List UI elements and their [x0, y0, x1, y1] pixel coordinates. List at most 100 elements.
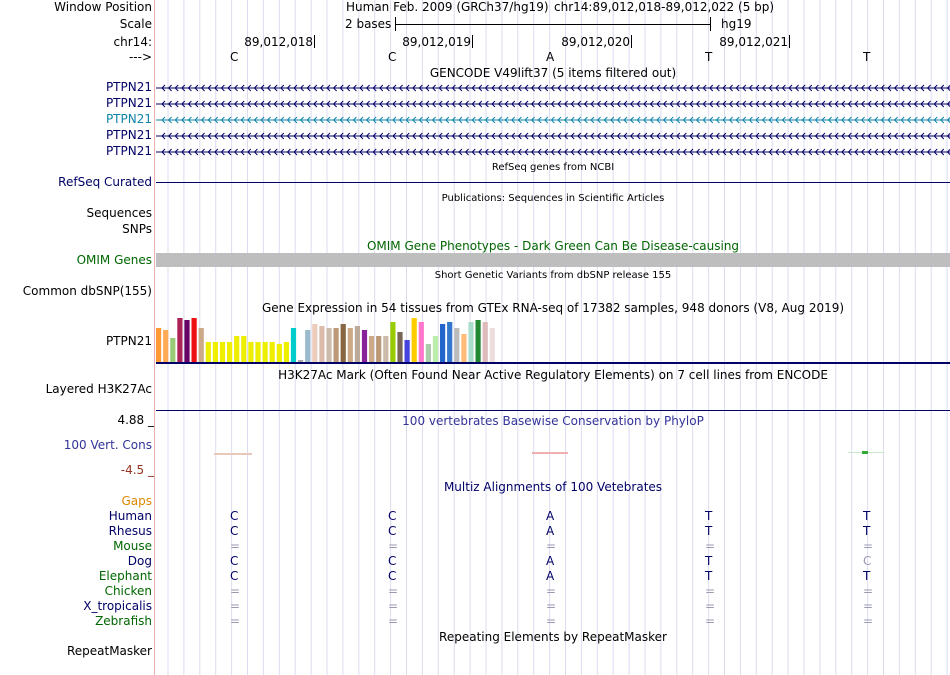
- gencode-transcript-label[interactable]: PTPN21: [105, 112, 152, 126]
- gencode-transcript-line[interactable]: [156, 82, 950, 94]
- conservation-track-label[interactable]: 100 Vert. Cons: [63, 438, 152, 452]
- multiz-species-label[interactable]: Chicken: [104, 584, 152, 598]
- gtex-tissue-bar[interactable]: [461, 334, 467, 364]
- gtex-tissue-bar[interactable]: [205, 342, 211, 364]
- repeatmasker-track-title[interactable]: Repeating Elements by RepeatMasker: [439, 630, 667, 644]
- multiz-species-label[interactable]: Rhesus: [108, 524, 152, 538]
- refseq-gene-line[interactable]: [156, 182, 950, 183]
- gtex-tissue-bar[interactable]: [432, 336, 439, 364]
- gtex-tissue-bar[interactable]: [468, 322, 474, 364]
- gtex-tissue-bar[interactable]: [361, 330, 368, 364]
- gtex-tissue-bar[interactable]: [262, 342, 268, 364]
- gtex-tissue-bar[interactable]: [333, 328, 339, 364]
- conservation-min-label: -4.5 _: [120, 463, 154, 477]
- gtex-tissue-bar[interactable]: [418, 322, 424, 364]
- gtex-gene-line: [156, 362, 950, 364]
- reference-base: T: [863, 50, 871, 64]
- gtex-tissue-bar[interactable]: [326, 328, 332, 364]
- h3k27ac-track-label[interactable]: Layered H3K27Ac: [45, 382, 152, 396]
- gtex-tissue-bar[interactable]: [212, 342, 218, 364]
- gtex-tissue-bar[interactable]: [347, 328, 353, 364]
- dbsnp-track-title[interactable]: Short Genetic Variants from dbSNP releas…: [434, 270, 672, 281]
- ruler-position: 89,012,020: [561, 35, 630, 49]
- gtex-tissue-bar[interactable]: [283, 342, 289, 364]
- gtex-tissue-bar[interactable]: [248, 342, 254, 364]
- gtex-tissue-bar[interactable]: [482, 322, 488, 364]
- gtex-tissue-bar[interactable]: [354, 326, 360, 364]
- multiz-base: T: [705, 524, 713, 538]
- gaps-label[interactable]: Gaps: [121, 494, 152, 508]
- gtex-track-title[interactable]: Gene Expression in 54 tissues from GTEx …: [261, 301, 845, 315]
- gencode-transcript-line[interactable]: [156, 98, 950, 110]
- multiz-base: =: [863, 599, 874, 613]
- gencode-transcript-label[interactable]: PTPN21: [105, 80, 152, 94]
- multiz-base: =: [230, 584, 241, 598]
- gtex-tissue-bar[interactable]: [340, 324, 346, 364]
- gtex-tissue-bar[interactable]: [177, 318, 183, 364]
- gtex-tissue-bar[interactable]: [397, 332, 403, 364]
- multiz-species-label[interactable]: Elephant: [98, 569, 152, 583]
- gtex-tissue-bar[interactable]: [255, 342, 261, 364]
- multiz-species-label[interactable]: Dog: [127, 554, 152, 568]
- omim-track-label[interactable]: OMIM Genes: [76, 253, 152, 267]
- gtex-tissue-bar[interactable]: [290, 328, 297, 364]
- gtex-tissue-bar[interactable]: [411, 318, 417, 364]
- multiz-species-label[interactable]: X_tropicalis: [83, 599, 152, 613]
- gtex-tissue-bar[interactable]: [276, 344, 282, 364]
- gtex-track-label[interactable]: PTPN21: [105, 334, 152, 348]
- gtex-tissue-bar[interactable]: [227, 342, 233, 364]
- scale-assembly: hg19: [721, 17, 752, 31]
- gtex-tissue-bar[interactable]: [170, 338, 176, 364]
- gtex-tissue-bar[interactable]: [156, 328, 162, 364]
- gtex-tissue-bar[interactable]: [390, 322, 396, 364]
- gtex-tissue-bar[interactable]: [163, 330, 169, 364]
- gtex-tissue-bar[interactable]: [269, 342, 275, 364]
- omim-track-title[interactable]: OMIM Gene Phenotypes - Dark Green Can Be…: [366, 239, 740, 253]
- gtex-tissue-bar[interactable]: [404, 340, 410, 364]
- conservation-track-title[interactable]: 100 vertebrates Basewise Conservation by…: [402, 414, 704, 428]
- gtex-tissue-bar[interactable]: [383, 336, 389, 364]
- multiz-track-title[interactable]: Multiz Alignments of 100 Vetebrates: [443, 480, 663, 494]
- h3k27ac-track-title[interactable]: H3K27Ac Mark (Often Found Near Active Re…: [278, 368, 828, 382]
- gtex-tissue-bar[interactable]: [440, 324, 446, 364]
- gencode-track-title[interactable]: GENCODE V49lift37 (5 items filtered out): [429, 66, 677, 80]
- gencode-transcript-label[interactable]: PTPN21: [105, 96, 152, 110]
- gtex-tissue-bar[interactable]: [447, 322, 453, 364]
- multiz-base: =: [388, 614, 399, 628]
- gtex-tissue-bar[interactable]: [241, 336, 247, 364]
- multiz-species-label[interactable]: Human: [108, 509, 152, 523]
- gtex-tissue-bar[interactable]: [475, 320, 481, 364]
- multiz-base: T: [863, 524, 871, 538]
- gencode-transcript-line[interactable]: [156, 146, 950, 158]
- gtex-tissue-bar[interactable]: [425, 344, 431, 364]
- multiz-species-label[interactable]: Zebrafish: [95, 614, 152, 628]
- gencode-transcript-line[interactable]: [156, 114, 950, 126]
- gtex-tissue-bar[interactable]: [369, 336, 375, 364]
- repeatmasker-track-label[interactable]: RepeatMasker: [66, 644, 152, 658]
- gtex-tissue-bar[interactable]: [191, 318, 197, 364]
- gtex-tissue-bar[interactable]: [305, 330, 311, 364]
- gencode-transcript-label[interactable]: PTPN21: [105, 144, 152, 158]
- window-coordinates[interactable]: chr14:89,012,018-89,012,022 (5 bp): [554, 0, 775, 14]
- gtex-tissue-bar[interactable]: [198, 328, 204, 364]
- omim-gene-bar[interactable]: [156, 253, 950, 267]
- publications-sequences-label[interactable]: Sequences: [86, 206, 152, 220]
- gtex-tissue-bar[interactable]: [219, 342, 226, 364]
- publications-snps-label[interactable]: SNPs: [122, 222, 152, 236]
- publications-track-title[interactable]: Publications: Sequences in Scientific Ar…: [441, 193, 665, 204]
- gtex-tissue-bar[interactable]: [489, 328, 495, 364]
- gtex-tissue-bar[interactable]: [319, 326, 325, 364]
- dbsnp-track-label[interactable]: Common dbSNP(155): [22, 284, 152, 298]
- gtex-tissue-bar[interactable]: [454, 328, 460, 364]
- gencode-transcript-line[interactable]: [156, 130, 950, 142]
- multiz-base: =: [546, 614, 557, 628]
- gtex-expression-chart[interactable]: [156, 314, 536, 364]
- multiz-species-label[interactable]: Mouse: [113, 539, 152, 553]
- gtex-tissue-bar[interactable]: [312, 324, 318, 364]
- gtex-tissue-bar[interactable]: [376, 336, 382, 364]
- refseq-track-title[interactable]: RefSeq genes from NCBI: [491, 162, 615, 173]
- gtex-tissue-bar[interactable]: [234, 336, 240, 364]
- refseq-track-label[interactable]: RefSeq Curated: [58, 175, 152, 189]
- gtex-tissue-bar[interactable]: [184, 320, 190, 364]
- gencode-transcript-label[interactable]: PTPN21: [105, 128, 152, 142]
